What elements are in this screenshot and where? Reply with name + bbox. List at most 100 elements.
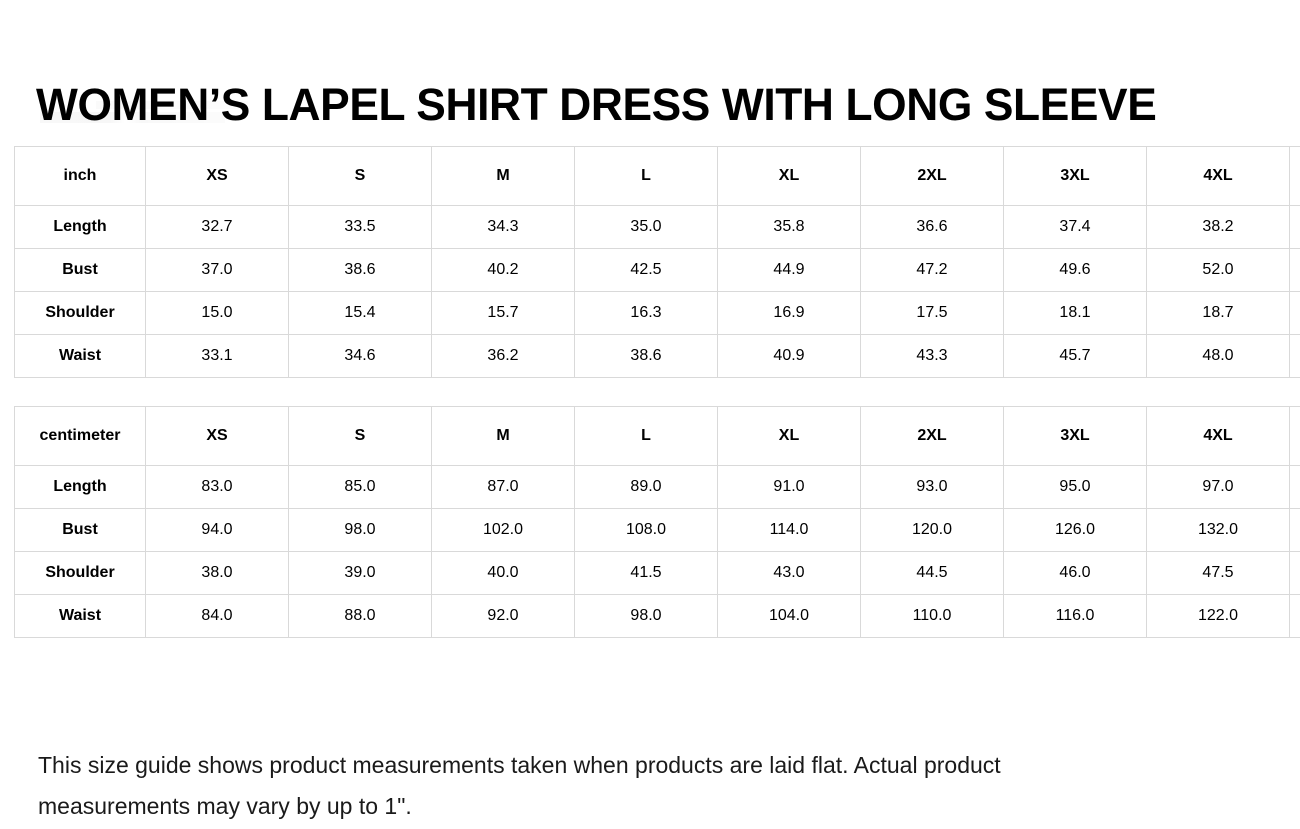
table-row: Length 32.7 33.5 34.3 35.0 35.8 36.6 37.… (14, 205, 1300, 249)
size-header-2xl: 2XL (860, 146, 1004, 206)
cell-value: 104.0 (717, 594, 861, 638)
cell-value: 122.0 (1146, 594, 1290, 638)
cell-value: 18.7 (1146, 291, 1290, 335)
table-row: Bust 37.0 38.6 40.2 42.5 44.9 47.2 49.6 … (14, 248, 1300, 292)
title-underline-artifact-secondary (96, 101, 248, 109)
cell-value: 37.4 (1003, 205, 1147, 249)
cell-value: 85.0 (288, 465, 432, 509)
cell-value: 34.3 (431, 205, 575, 249)
cell-value: 38.2 (1146, 205, 1290, 249)
cell-value: 84.0 (145, 594, 289, 638)
cell-value: 40.2 (431, 248, 575, 292)
cell-value: 48.0 (1146, 334, 1290, 378)
cell-value: 16.9 (717, 291, 861, 335)
size-header-l: L (574, 406, 718, 466)
cell-value: 114.0 (717, 508, 861, 552)
cell-value: 37.0 (145, 248, 289, 292)
size-header-5xl: 5XL (1289, 406, 1300, 466)
cell-value: 44.9 (717, 248, 861, 292)
cell-value: 38.0 (145, 551, 289, 595)
cell-value: 93.0 (860, 465, 1004, 509)
unit-header-centimeter: centimeter (14, 406, 146, 466)
cell-value: 34.6 (288, 334, 432, 378)
cell-value: 19.3 (1289, 291, 1300, 335)
cell-value: 87.0 (431, 465, 575, 509)
size-header-m: M (431, 406, 575, 466)
row-label-shoulder: Shoulder (14, 551, 146, 595)
cell-value: 128.0 (1289, 594, 1300, 638)
cell-value: 92.0 (431, 594, 575, 638)
size-header-l: L (574, 146, 718, 206)
cell-value: 18.1 (1003, 291, 1147, 335)
cell-value: 98.0 (288, 508, 432, 552)
cell-value: 138.0 (1289, 508, 1300, 552)
cell-value: 40.0 (431, 551, 575, 595)
size-header-xs: XS (145, 406, 289, 466)
cell-value: 98.0 (574, 594, 718, 638)
cell-value: 89.0 (574, 465, 718, 509)
cell-value: 46.0 (1003, 551, 1147, 595)
size-header-s: S (288, 146, 432, 206)
title-underline-artifact (40, 112, 225, 123)
cell-value: 33.5 (288, 205, 432, 249)
size-header-4xl: 4XL (1146, 406, 1290, 466)
cell-value: 35.0 (574, 205, 718, 249)
size-header-m: M (431, 146, 575, 206)
cell-value: 50.4 (1289, 334, 1300, 378)
cell-value: 83.0 (145, 465, 289, 509)
size-header-3xl: 3XL (1003, 406, 1147, 466)
cell-value: 94.0 (145, 508, 289, 552)
cell-value: 40.9 (717, 334, 861, 378)
cell-value: 43.3 (860, 334, 1004, 378)
cell-value: 32.7 (145, 205, 289, 249)
table-header-row: inch XS S M L XL 2XL 3XL 4XL 5XL (14, 146, 1300, 206)
cell-value: 35.8 (717, 205, 861, 249)
cell-value: 41.5 (574, 551, 718, 595)
table-header-row: centimeter XS S M L XL 2XL 3XL 4XL 5XL (14, 406, 1300, 466)
row-label-length: Length (14, 205, 146, 249)
size-header-2xl: 2XL (860, 406, 1004, 466)
cell-value: 39.0 (288, 551, 432, 595)
cell-value: 39.0 (1289, 205, 1300, 249)
cell-value: 42.5 (574, 248, 718, 292)
cell-value: 126.0 (1003, 508, 1147, 552)
cell-value: 49.6 (1003, 248, 1147, 292)
table-row: Length 83.0 85.0 87.0 89.0 91.0 93.0 95.… (14, 465, 1300, 509)
table-row: Shoulder 15.0 15.4 15.7 16.3 16.9 17.5 1… (14, 291, 1300, 335)
cell-value: 97.0 (1146, 465, 1290, 509)
cell-value: 102.0 (431, 508, 575, 552)
cell-value: 15.7 (431, 291, 575, 335)
size-header-xl: XL (717, 146, 861, 206)
page-title: WOMEN’S LAPEL SHIRT DRESS WITH LONG SLEE… (36, 79, 1157, 131)
row-label-waist: Waist (14, 594, 146, 638)
cell-value: 44.5 (860, 551, 1004, 595)
cell-value: 132.0 (1146, 508, 1290, 552)
cell-value: 95.0 (1003, 465, 1147, 509)
table-row: Bust 94.0 98.0 102.0 108.0 114.0 120.0 1… (14, 508, 1300, 552)
cell-value: 88.0 (288, 594, 432, 638)
size-guide-note: This size guide shows product measuremen… (38, 752, 1001, 819)
cell-value: 43.0 (717, 551, 861, 595)
unit-header-inch: inch (14, 146, 146, 206)
size-table-inch: inch XS S M L XL 2XL 3XL 4XL 5XL Length … (14, 146, 1300, 378)
cell-value: 36.2 (431, 334, 575, 378)
table-row: Waist 33.1 34.6 36.2 38.6 40.9 43.3 45.7… (14, 334, 1300, 378)
table-row: Shoulder 38.0 39.0 40.0 41.5 43.0 44.5 4… (14, 551, 1300, 595)
size-header-xs: XS (145, 146, 289, 206)
cell-value: 45.7 (1003, 334, 1147, 378)
size-header-3xl: 3XL (1003, 146, 1147, 206)
cell-value: 36.6 (860, 205, 1004, 249)
cell-value: 17.5 (860, 291, 1004, 335)
cell-value: 49.0 (1289, 551, 1300, 595)
row-label-bust: Bust (14, 508, 146, 552)
cell-value: 110.0 (860, 594, 1004, 638)
cell-value: 120.0 (860, 508, 1004, 552)
cell-value: 47.5 (1146, 551, 1290, 595)
cell-value: 116.0 (1003, 594, 1147, 638)
row-label-waist: Waist (14, 334, 146, 378)
cell-value: 38.6 (574, 334, 718, 378)
cell-value: 15.0 (145, 291, 289, 335)
cell-value: 54.3 (1289, 248, 1300, 292)
cell-value: 52.0 (1146, 248, 1290, 292)
